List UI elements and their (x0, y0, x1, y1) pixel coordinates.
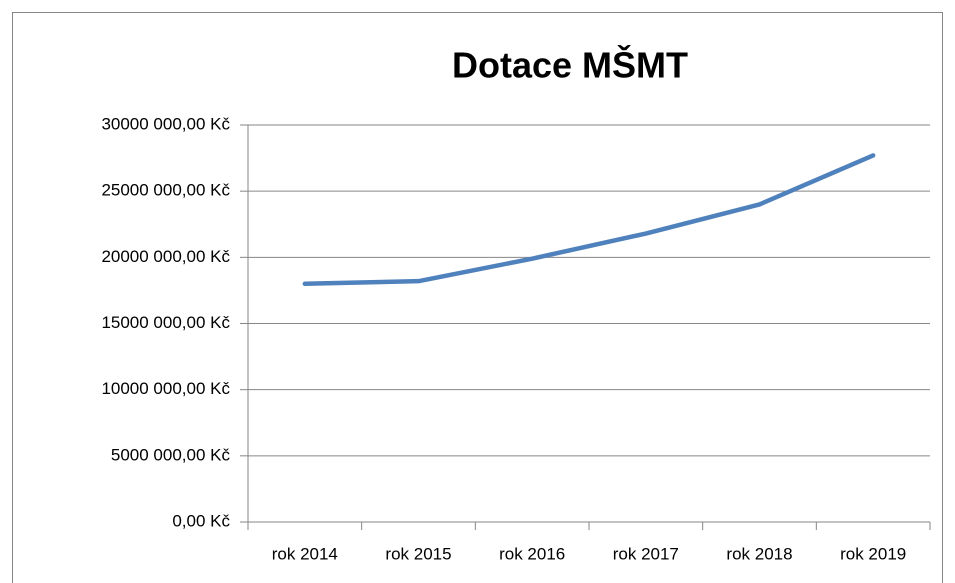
chart-title: Dotace MŠMT (452, 44, 688, 86)
y-tick-label: 5000 000,00 Kč (111, 445, 231, 464)
x-tick-label: rok 2014 (272, 544, 338, 563)
x-tick-label: rok 2016 (499, 544, 565, 563)
y-tick-label: 15000 000,00 Kč (101, 313, 230, 332)
x-tick-label: rok 2017 (613, 544, 679, 563)
x-tick-label: rok 2015 (385, 544, 451, 563)
line-series (302, 153, 876, 287)
y-tick-label: 0,00 Kč (172, 511, 230, 530)
y-tick-label: 20000 000,00 Kč (101, 247, 230, 266)
chart-frame (12, 12, 943, 583)
y-tick-label: 30000 000,00 Kč (101, 114, 230, 133)
y-tick-label: 25000 000,00 Kč (101, 181, 230, 200)
y-tick-label: 10000 000,00 Kč (101, 379, 230, 398)
x-tick-label: rok 2019 (840, 544, 906, 563)
x-tick-label: rok 2018 (726, 544, 792, 563)
